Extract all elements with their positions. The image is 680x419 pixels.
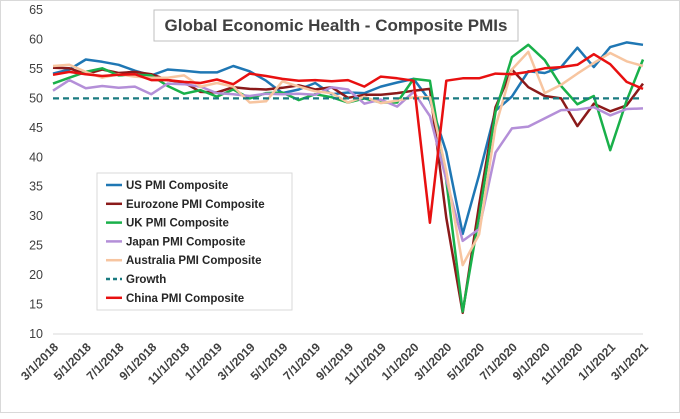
legend-label: UK PMI Composite [126,218,229,230]
series-layer [52,41,645,315]
y-tick-label: 60 [29,32,43,46]
series-line-australia-pmi-composite [52,50,644,267]
y-tick-label: 10 [29,327,43,341]
legend-label: US PMI Composite [126,180,228,192]
y-tick-label: 15 [29,298,43,312]
legend-label: Australia PMI Composite [126,255,261,267]
y-tick-label: 65 [29,3,43,17]
series-line-china-pmi-composite [52,52,644,224]
chart-title: Global Economic Health - Composite PMIs [165,16,508,35]
legend-label: Eurozone PMI Composite [126,199,265,211]
legend: US PMI Composite Eurozone PMI Composite UK… [96,172,293,311]
series-line-japan-pmi-composite [52,78,644,243]
y-tick-label: 20 [29,268,43,282]
legend-label: Japan PMI Composite [126,236,246,248]
y-tick-label: 25 [29,239,43,253]
y-tick-label: 55 [29,62,43,76]
legend-label: Growth [126,274,166,286]
legend-label: China PMI Composite [126,293,244,305]
y-tick-label: 35 [29,180,43,194]
y-tick-label: 30 [29,209,43,223]
y-tick-label: 40 [29,150,43,164]
chart-title-box: Global Economic Health - Composite PMIs [153,9,519,42]
y-tick-label: 45 [29,121,43,135]
legend-box [96,172,293,311]
y-tick-label: 50 [29,91,43,105]
